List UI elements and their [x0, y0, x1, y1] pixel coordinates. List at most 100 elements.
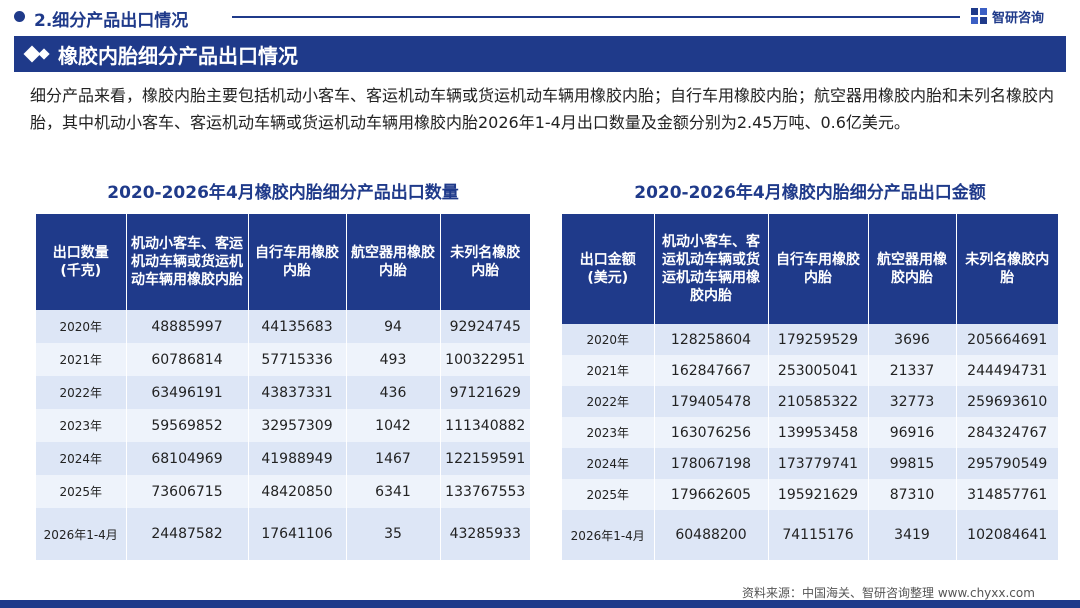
table-cell: 97121629 — [439, 376, 530, 409]
page-title: 橡胶内胎细分产品出口情况 — [58, 44, 298, 68]
table-cell: 436 — [345, 376, 440, 409]
table-cell: 74115176 — [767, 510, 868, 560]
summary-text: 细分产品来看，橡胶内胎主要包括机动小客车、客运机动车辆或货运机动车辆用橡胶内胎；… — [30, 86, 1055, 132]
footer-bar — [0, 600, 1080, 608]
page-banner: 橡胶内胎细分产品出口情况 — [14, 36, 1066, 72]
table-cell: 284324767 — [955, 417, 1058, 448]
table-cell: 128258604 — [653, 324, 768, 355]
table-cell: 68104969 — [125, 442, 248, 475]
table-cell: 178067198 — [653, 448, 768, 479]
table-cell: 122159591 — [439, 442, 530, 475]
table-cell: 295790549 — [955, 448, 1058, 479]
table-header: 航空器用橡胶内胎 — [867, 214, 956, 324]
table-cell: 59569852 — [125, 409, 248, 442]
table-cell: 48885997 — [125, 310, 248, 343]
table-cell: 43837331 — [247, 376, 346, 409]
table-cell: 493 — [345, 343, 440, 376]
table-cell: 2020年 — [562, 324, 654, 355]
table-cell: 162847667 — [653, 355, 768, 386]
table-cell: 210585322 — [767, 386, 868, 417]
table-cell: 179405478 — [653, 386, 768, 417]
table-cell: 3419 — [867, 510, 956, 560]
table-row: 2026年1-4月 60488200 74115176 3419 1020846… — [562, 510, 1058, 560]
table-cell: 41988949 — [247, 442, 346, 475]
table-cell: 2021年 — [562, 355, 654, 386]
table-header: 航空器用橡胶内胎 — [345, 214, 440, 310]
table-cell: 244494731 — [955, 355, 1058, 386]
table-cell: 44135683 — [247, 310, 346, 343]
table-row: 2026年1-4月 24487582 17641106 35 43285933 — [36, 508, 530, 560]
header-rule — [232, 16, 960, 18]
table-row: 2020年 48885997 44135683 94 92924745 — [36, 310, 530, 343]
table-cell: 94 — [345, 310, 440, 343]
table-cell: 48420850 — [247, 475, 346, 508]
table-cell: 32773 — [867, 386, 956, 417]
table-cell: 24487582 — [125, 508, 248, 560]
table-cell: 43285933 — [439, 508, 530, 560]
table-cell: 163076256 — [653, 417, 768, 448]
table-row: 2024年 68104969 41988949 1467 122159591 — [36, 442, 530, 475]
table-cell: 2020年 — [36, 310, 126, 343]
table-cell: 1467 — [345, 442, 440, 475]
table-header: 未列名橡胶内胎 — [439, 214, 530, 310]
brand-name: 智研咨询 — [992, 11, 1045, 26]
table-cell: 2025年 — [562, 479, 654, 510]
table-cell: 21337 — [867, 355, 956, 386]
quantity-table: 出口数量 (千克) 机动小客车、客运机动车辆或货运机动车辆用橡胶内胎 自行车用橡… — [36, 214, 530, 560]
section-dot-icon — [14, 11, 25, 22]
table-cell: 2022年 — [562, 386, 654, 417]
table-cell: 2022年 — [36, 376, 126, 409]
table-header: 机动小客车、客运机动车辆或货运机动车辆用橡胶内胎 — [125, 214, 248, 310]
table-cell: 2024年 — [36, 442, 126, 475]
table-cell: 111340882 — [439, 409, 530, 442]
table-cell: 205664691 — [955, 324, 1058, 355]
table-cell: 6341 — [345, 475, 440, 508]
source-note: 资料来源：中国海关、智研咨询整理 www.chyxx.com — [742, 586, 1035, 600]
amount-table-title: 2020-2026年4月橡胶内胎细分产品出口金额 — [634, 183, 986, 203]
table-cell: 314857761 — [955, 479, 1058, 510]
amount-table: 出口金额 (美元) 机动小客车、客运机动车辆或货运机动车辆用橡胶内胎 自行车用橡… — [562, 214, 1058, 560]
table-cell: 87310 — [867, 479, 956, 510]
top-bar: 2.细分产品出口情况 智研咨询 — [0, 0, 1080, 34]
table-cell: 179259529 — [767, 324, 868, 355]
table-cell: 60786814 — [125, 343, 248, 376]
table-cell: 133767553 — [439, 475, 530, 508]
table-row: 2021年 162847667 253005041 21337 24449473… — [562, 355, 1058, 386]
table-cell: 2026年1-4月 — [36, 508, 126, 560]
chyxx-logo-icon — [971, 8, 987, 24]
table-cell: 99815 — [867, 448, 956, 479]
table-header: 自行车用橡胶内胎 — [247, 214, 346, 310]
table-cell: 139953458 — [767, 417, 868, 448]
table-cell: 2025年 — [36, 475, 126, 508]
table-header: 机动小客车、客运机动车辆或货运机动车辆用橡胶内胎 — [653, 214, 768, 324]
table-row: 2023年 59569852 32957309 1042 111340882 — [36, 409, 530, 442]
table-cell: 63496191 — [125, 376, 248, 409]
table-cell: 2024年 — [562, 448, 654, 479]
table-row: 2022年 179405478 210585322 32773 25969361… — [562, 386, 1058, 417]
table-header: 未列名橡胶内胎 — [955, 214, 1058, 324]
table-cell: 60488200 — [653, 510, 768, 560]
table-header: 出口金额 (美元) — [562, 214, 654, 324]
table-cell: 102084641 — [955, 510, 1058, 560]
table-row: 2021年 60786814 57715336 493 100322951 — [36, 343, 530, 376]
table-cell: 2023年 — [562, 417, 654, 448]
table-row: 2020年 128258604 179259529 3696 205664691 — [562, 324, 1058, 355]
table-cell: 35 — [345, 508, 440, 560]
table-cell: 2026年1-4月 — [562, 510, 654, 560]
table-cell: 92924745 — [439, 310, 530, 343]
table-row: 2025年 179662605 195921629 87310 31485776… — [562, 479, 1058, 510]
table-cell: 1042 — [345, 409, 440, 442]
table-cell: 96916 — [867, 417, 956, 448]
table-cell: 3696 — [867, 324, 956, 355]
table-cell: 173779741 — [767, 448, 868, 479]
table-header: 出口数量 (千克) — [36, 214, 126, 310]
table-cell: 17641106 — [247, 508, 346, 560]
diamond-small-icon — [38, 48, 50, 60]
quantity-table-title: 2020-2026年4月橡胶内胎细分产品出口数量 — [107, 183, 459, 203]
table-row: 2025年 73606715 48420850 6341 133767553 — [36, 475, 530, 508]
table-header: 自行车用橡胶内胎 — [767, 214, 868, 324]
table-cell: 32957309 — [247, 409, 346, 442]
table-cell: 100322951 — [439, 343, 530, 376]
table-row: 2023年 163076256 139953458 96916 28432476… — [562, 417, 1058, 448]
table-cell: 259693610 — [955, 386, 1058, 417]
